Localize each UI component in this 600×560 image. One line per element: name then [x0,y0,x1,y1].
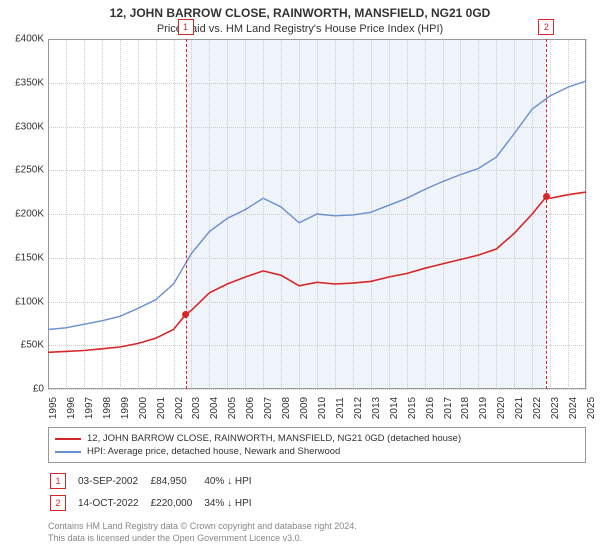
marker-dot-2 [543,193,550,200]
xtick-label: 2022 [532,397,543,419]
xtick-label: 2006 [245,397,256,419]
marker-line-2 [546,39,547,389]
tx-delta: 40% ↓ HPI [204,471,261,491]
xtick-label: 2023 [550,397,561,419]
xtick-label: 2019 [478,397,489,419]
legend-row: 12, JOHN BARROW CLOSE, RAINWORTH, MANSFI… [55,432,579,445]
series-svg [48,39,586,389]
gridline-v [586,39,587,389]
table-marker: 2 [50,495,66,511]
ytick-label: £400K [0,34,44,45]
tx-price: £220,000 [151,493,203,513]
legend-row: HPI: Average price, detached house, Newa… [55,445,579,458]
table-row: 2 14-OCT-2022£220,00034% ↓ HPI [50,493,262,513]
xtick-label: 2016 [425,397,436,419]
chart-title: 12, JOHN BARROW CLOSE, RAINWORTH, MANSFI… [0,0,600,20]
xtick-label: 2007 [263,397,274,419]
ytick-label: £200K [0,209,44,220]
xtick-label: 2012 [353,397,364,419]
footer: Contains HM Land Registry data © Crown c… [48,521,586,544]
footer-line1: Contains HM Land Registry data © Crown c… [48,521,586,533]
xtick-label: 2000 [138,397,149,419]
xtick-label: 1995 [48,397,59,419]
transactions-table: 1 03-SEP-2002£84,95040% ↓ HPI 2 14-OCT-2022… [48,469,264,515]
ytick-label: £0 [0,384,44,395]
tx-date: 14-OCT-2022 [78,493,149,513]
chart-subtitle: Price paid vs. HM Land Registry's House … [0,20,600,39]
xtick-label: 2004 [209,397,220,419]
footer-line2: This data is licensed under the Open Gov… [48,533,586,545]
chart-area: £0£50K£100K£150K£200K£250K£300K£350K£400… [48,39,586,389]
xtick-label: 2018 [460,397,471,419]
ytick-label: £150K [0,252,44,263]
xtick-label: 2005 [227,397,238,419]
tx-price: £84,950 [151,471,203,491]
ytick-label: £350K [0,77,44,88]
legend-swatch [55,438,81,440]
series-hpi [48,81,586,330]
xtick-label: 2025 [586,397,597,419]
table-marker: 1 [50,473,66,489]
table-row: 1 03-SEP-2002£84,95040% ↓ HPI [50,471,262,491]
gridline-h [48,389,586,390]
xtick-label: 2021 [514,397,525,419]
tx-date: 03-SEP-2002 [78,471,149,491]
legend: 12, JOHN BARROW CLOSE, RAINWORTH, MANSFI… [48,427,586,463]
xtick-label: 2024 [568,397,579,419]
xtick-label: 2015 [407,397,418,419]
xtick-label: 2017 [443,397,454,419]
ytick-label: £50K [0,340,44,351]
ytick-label: £100K [0,296,44,307]
legend-label: 12, JOHN BARROW CLOSE, RAINWORTH, MANSFI… [87,433,461,444]
xtick-label: 1996 [66,397,77,419]
xtick-label: 2014 [389,397,400,419]
xtick-label: 2020 [496,397,507,419]
xtick-label: 2008 [281,397,292,419]
marker-line-1 [186,39,187,389]
legend-label: HPI: Average price, detached house, Newa… [87,446,340,457]
xtick-label: 2013 [371,397,382,419]
chart-container: 12, JOHN BARROW CLOSE, RAINWORTH, MANSFI… [0,0,600,560]
ytick-label: £250K [0,165,44,176]
xtick-label: 2010 [317,397,328,419]
xtick-label: 1997 [84,397,95,419]
xtick-label: 2002 [174,397,185,419]
marker-box-1: 1 [178,19,194,35]
xtick-label: 1998 [102,397,113,419]
xtick-label: 2003 [191,397,202,419]
xtick-label: 2009 [299,397,310,419]
xtick-label: 2011 [335,397,346,419]
xtick-label: 2001 [156,397,167,419]
xtick-label: 1999 [120,397,131,419]
ytick-label: £300K [0,121,44,132]
series-property [48,192,586,352]
marker-box-2: 2 [538,19,554,35]
legend-swatch [55,451,81,453]
tx-delta: 34% ↓ HPI [204,493,261,513]
